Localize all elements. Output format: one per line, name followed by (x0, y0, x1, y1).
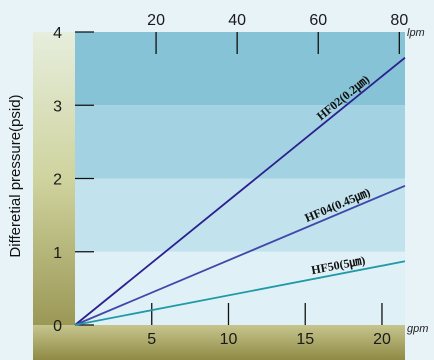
series-line-0 (74, 56, 406, 326)
x-top-tick-label-40: 40 (228, 12, 246, 29)
y-tick-label-0: 0 (53, 318, 62, 335)
top-axis-unit: lpm (407, 27, 425, 39)
y-tick-label-1: 1 (53, 245, 62, 262)
bottom-decor-strip (33, 325, 405, 360)
y-axis-label: Differetial pressure(psid) (7, 94, 24, 257)
value-band-1 (75, 105, 405, 179)
x-top-tick-label-20: 20 (147, 12, 165, 29)
value-bands (75, 32, 405, 325)
left-decor-strip (33, 32, 75, 360)
value-band-3 (75, 251, 405, 325)
y-tick-label-3: 3 (53, 98, 62, 115)
x-bottom-tick-label-15: 15 (296, 331, 314, 348)
series-line-1 (74, 184, 406, 326)
x-bottom-tick-label-10: 10 (220, 331, 238, 348)
x-top-tick-label-60: 60 (309, 12, 327, 29)
axis-ticks (75, 31, 400, 326)
tick-labels: 0 1 2 3 4 5 10 15 20 20 40 60 80 (53, 12, 408, 348)
series-line-2 (74, 260, 406, 326)
value-band-0 (75, 32, 405, 106)
bottom-axis-unit: gpm (407, 323, 428, 335)
x-bottom-tick-label-5: 5 (147, 331, 156, 348)
x-bottom-tick-label-20: 20 (373, 331, 391, 348)
x-top-tick-label-80: 80 (390, 12, 408, 29)
series-lines (74, 56, 406, 326)
y-tick-label-2: 2 (53, 172, 62, 189)
y-tick-label-4: 4 (53, 25, 62, 42)
